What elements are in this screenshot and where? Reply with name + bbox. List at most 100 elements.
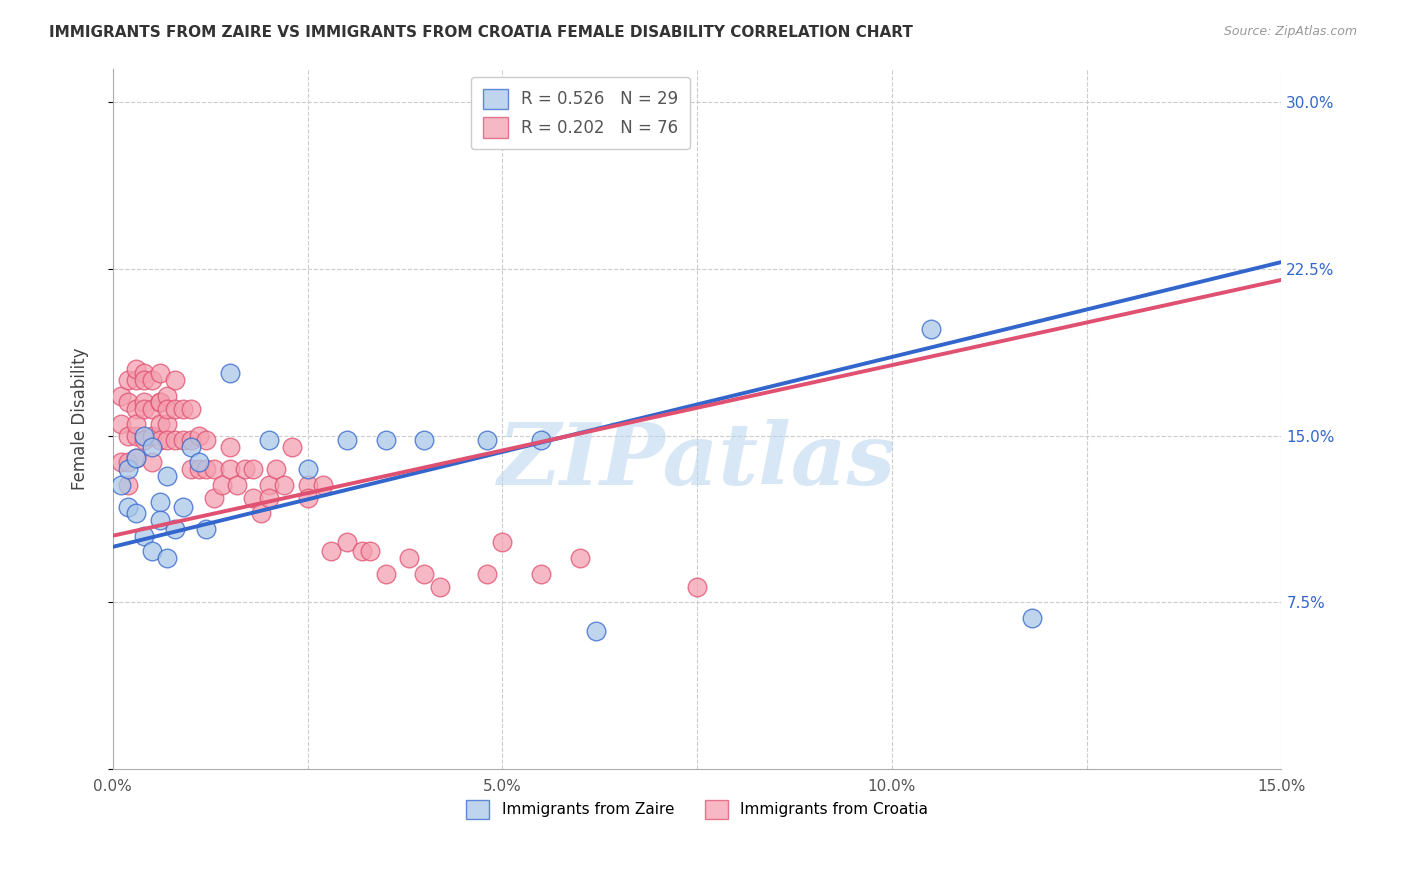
Point: [132, 373, 155, 387]
Point: [1021, 611, 1043, 625]
Point: [242, 462, 264, 476]
Point: [117, 373, 139, 387]
Point: [187, 462, 209, 476]
Text: Source: ZipAtlas.com: Source: ZipAtlas.com: [1223, 25, 1357, 38]
Point: [117, 462, 139, 476]
Point: [218, 367, 240, 381]
Point: [141, 373, 163, 387]
Point: [352, 544, 374, 558]
Point: [141, 440, 163, 454]
Point: [132, 401, 155, 416]
Point: [233, 462, 256, 476]
Point: [429, 580, 451, 594]
Point: [156, 388, 179, 402]
Point: [569, 551, 592, 566]
Point: [165, 373, 187, 387]
Point: [156, 401, 179, 416]
Point: [180, 462, 202, 476]
Point: [195, 433, 218, 447]
Y-axis label: Female Disability: Female Disability: [72, 348, 89, 491]
Point: [257, 477, 280, 491]
Point: [335, 535, 357, 549]
Point: [110, 417, 132, 432]
Point: [202, 491, 225, 505]
Point: [132, 433, 155, 447]
Point: [530, 433, 553, 447]
Point: [319, 544, 342, 558]
Point: [585, 624, 607, 639]
Point: [125, 507, 148, 521]
Text: ZIPatlas: ZIPatlas: [498, 419, 896, 503]
Point: [530, 566, 553, 581]
Point: [125, 373, 148, 387]
Point: [165, 433, 187, 447]
Point: [149, 395, 172, 409]
Point: [165, 522, 187, 536]
Point: [226, 477, 249, 491]
Point: [195, 522, 218, 536]
Point: [297, 491, 319, 505]
Point: [141, 428, 163, 442]
Point: [257, 433, 280, 447]
Point: [218, 440, 240, 454]
Point: [180, 401, 202, 416]
Point: [156, 468, 179, 483]
Point: [141, 401, 163, 416]
Point: [312, 477, 335, 491]
Point: [359, 544, 381, 558]
Text: IMMIGRANTS FROM ZAIRE VS IMMIGRANTS FROM CROATIA FEMALE DISABILITY CORRELATION C: IMMIGRANTS FROM ZAIRE VS IMMIGRANTS FROM…: [49, 25, 912, 40]
Point: [149, 417, 172, 432]
Point: [117, 477, 139, 491]
Point: [172, 401, 194, 416]
Point: [125, 362, 148, 376]
Point: [413, 566, 436, 581]
Point: [149, 395, 172, 409]
Point: [117, 500, 139, 514]
Point: [125, 417, 148, 432]
Point: [141, 455, 163, 469]
Point: [180, 440, 202, 454]
Point: [110, 388, 132, 402]
Point: [117, 395, 139, 409]
Point: [149, 433, 172, 447]
Point: [132, 367, 155, 381]
Point: [266, 462, 288, 476]
Point: [125, 450, 148, 465]
Point: [125, 450, 148, 465]
Point: [211, 477, 233, 491]
Point: [110, 455, 132, 469]
Point: [110, 477, 132, 491]
Point: [475, 433, 498, 447]
Point: [172, 433, 194, 447]
Point: [156, 551, 179, 566]
Point: [281, 440, 304, 454]
Point: [475, 566, 498, 581]
Point: [297, 477, 319, 491]
Point: [686, 580, 709, 594]
Point: [156, 417, 179, 432]
Point: [132, 395, 155, 409]
Legend: Immigrants from Zaire, Immigrants from Croatia: Immigrants from Zaire, Immigrants from C…: [460, 794, 934, 825]
Point: [149, 513, 172, 527]
Point: [413, 433, 436, 447]
Point: [202, 462, 225, 476]
Point: [125, 428, 148, 442]
Point: [374, 433, 396, 447]
Point: [920, 322, 942, 336]
Point: [631, 128, 654, 143]
Point: [117, 428, 139, 442]
Point: [156, 433, 179, 447]
Point: [491, 535, 513, 549]
Point: [218, 462, 240, 476]
Point: [117, 455, 139, 469]
Point: [132, 428, 155, 442]
Point: [257, 491, 280, 505]
Point: [149, 495, 172, 509]
Point: [335, 433, 357, 447]
Point: [132, 529, 155, 543]
Point: [374, 566, 396, 581]
Point: [149, 367, 172, 381]
Point: [141, 544, 163, 558]
Point: [297, 462, 319, 476]
Point: [172, 500, 194, 514]
